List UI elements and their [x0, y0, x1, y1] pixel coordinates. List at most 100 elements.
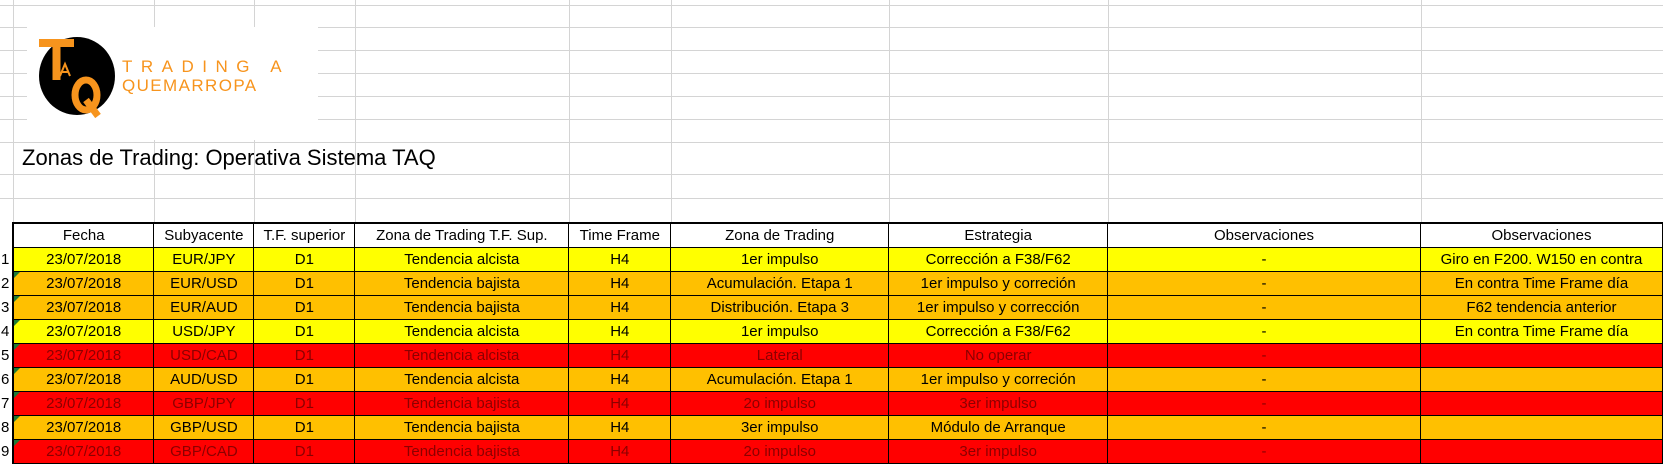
table-cell[interactable]: D1: [253, 271, 356, 296]
table-cell[interactable]: [1419, 415, 1663, 440]
table-cell[interactable]: 1er impulso: [670, 319, 890, 344]
error-indicator-icon[interactable]: [13, 440, 20, 446]
table-cell[interactable]: USD/CAD: [153, 343, 255, 368]
table-cell[interactable]: 2o impulso: [670, 439, 890, 464]
table-cell[interactable]: Tendencia alcista: [354, 367, 570, 392]
table-cell[interactable]: Tendencia bajista: [354, 439, 570, 464]
error-indicator-icon[interactable]: [13, 344, 20, 350]
table-cell[interactable]: EUR/USD: [153, 271, 255, 296]
table-cell[interactable]: GBP/USD: [153, 415, 255, 440]
table-cell[interactable]: -: [1107, 415, 1421, 440]
table-cell[interactable]: 2o impulso: [670, 391, 890, 416]
row-number[interactable]: 2: [0, 271, 14, 296]
table-cell[interactable]: -: [1107, 271, 1421, 296]
column-header[interactable]: Observaciones: [1107, 222, 1421, 248]
table-cell[interactable]: D1: [253, 343, 356, 368]
table-cell[interactable]: D1: [253, 367, 356, 392]
table-cell[interactable]: H4: [568, 415, 672, 440]
table-cell[interactable]: -: [1107, 343, 1421, 368]
table-cell[interactable]: D1: [253, 247, 356, 272]
table-cell[interactable]: H4: [568, 343, 672, 368]
table-cell[interactable]: H4: [568, 391, 672, 416]
table-cell[interactable]: H4: [568, 247, 672, 272]
table-cell[interactable]: [1419, 343, 1663, 368]
table-cell[interactable]: -: [1107, 319, 1421, 344]
row-number[interactable]: [0, 223, 14, 248]
error-indicator-icon[interactable]: [13, 296, 20, 302]
table-cell[interactable]: EUR/AUD: [153, 295, 255, 320]
table-cell[interactable]: -: [1107, 391, 1421, 416]
table-cell[interactable]: 23/07/2018: [12, 271, 155, 296]
table-cell[interactable]: 1er impulso y correción: [888, 271, 1109, 296]
table-cell[interactable]: GBP/JPY: [153, 391, 255, 416]
table-cell[interactable]: 1er impulso y correción: [888, 367, 1109, 392]
table-cell[interactable]: H4: [568, 319, 672, 344]
column-header[interactable]: Time Frame: [568, 222, 672, 248]
row-number[interactable]: 4: [0, 319, 14, 344]
row-number[interactable]: 1: [0, 247, 14, 272]
table-cell[interactable]: 1er impulso: [670, 247, 890, 272]
table-cell[interactable]: Módulo de Arranque: [888, 415, 1109, 440]
sheet-title[interactable]: Zonas de Trading: Operativa Sistema TAQ: [22, 145, 436, 170]
table-cell[interactable]: Acumulación. Etapa 1: [670, 271, 890, 296]
table-cell[interactable]: 1er impulso y corrección: [888, 295, 1109, 320]
table-cell[interactable]: Corrección a F38/F62: [888, 247, 1109, 272]
table-cell[interactable]: Tendencia alcista: [354, 343, 570, 368]
table-cell[interactable]: EUR/JPY: [153, 247, 255, 272]
table-cell[interactable]: D1: [253, 391, 356, 416]
table-cell[interactable]: Lateral: [670, 343, 890, 368]
row-number[interactable]: 3: [0, 295, 14, 320]
row-number[interactable]: 9: [0, 439, 14, 464]
table-cell[interactable]: 3er impulso: [888, 439, 1109, 464]
error-indicator-icon[interactable]: [13, 392, 20, 398]
table-cell[interactable]: AUD/USD: [153, 367, 255, 392]
table-cell[interactable]: USD/JPY: [153, 319, 255, 344]
table-cell[interactable]: 23/07/2018: [12, 415, 155, 440]
table-cell[interactable]: Tendencia bajista: [354, 295, 570, 320]
table-cell[interactable]: [1419, 391, 1663, 416]
table-cell[interactable]: Giro en F200. W150 en contra: [1419, 247, 1663, 272]
table-cell[interactable]: Corrección a F38/F62: [888, 319, 1109, 344]
table-cell[interactable]: 3er impulso: [670, 415, 890, 440]
error-indicator-icon[interactable]: [13, 368, 20, 374]
table-cell[interactable]: H4: [568, 295, 672, 320]
table-cell[interactable]: Acumulación. Etapa 1: [670, 367, 890, 392]
table-cell[interactable]: 23/07/2018: [12, 319, 155, 344]
table-cell[interactable]: Tendencia alcista: [354, 247, 570, 272]
table-cell[interactable]: GBP/CAD: [153, 439, 255, 464]
table-cell[interactable]: Tendencia bajista: [354, 415, 570, 440]
table-cell[interactable]: D1: [253, 439, 356, 464]
table-cell[interactable]: [1419, 439, 1663, 464]
row-number[interactable]: 7: [0, 391, 14, 416]
error-indicator-icon[interactable]: [13, 272, 20, 278]
column-header[interactable]: Zona de Trading T.F. Sup.: [354, 222, 570, 248]
table-cell[interactable]: 23/07/2018: [12, 367, 155, 392]
column-header[interactable]: Subyacente: [153, 222, 255, 248]
table-cell[interactable]: -: [1107, 367, 1421, 392]
column-header[interactable]: Observaciones: [1419, 222, 1663, 248]
error-indicator-icon[interactable]: [13, 320, 20, 326]
table-cell[interactable]: No operar: [888, 343, 1109, 368]
table-cell[interactable]: [1419, 367, 1663, 392]
table-cell[interactable]: En contra Time Frame día: [1419, 271, 1663, 296]
error-indicator-icon[interactable]: [13, 416, 20, 422]
column-header[interactable]: T.F. superior: [253, 222, 356, 248]
row-number[interactable]: 8: [0, 415, 14, 440]
table-cell[interactable]: 23/07/2018: [12, 343, 155, 368]
table-cell[interactable]: 23/07/2018: [12, 391, 155, 416]
column-header[interactable]: Fecha: [12, 222, 155, 248]
table-cell[interactable]: -: [1107, 247, 1421, 272]
table-cell[interactable]: Distribución. Etapa 3: [670, 295, 890, 320]
table-cell[interactable]: 23/07/2018: [12, 439, 155, 464]
table-cell[interactable]: H4: [568, 271, 672, 296]
table-cell[interactable]: D1: [253, 319, 356, 344]
row-number[interactable]: 6: [0, 367, 14, 392]
table-cell[interactable]: 23/07/2018: [12, 295, 155, 320]
table-cell[interactable]: F62 tendencia anterior: [1419, 295, 1663, 320]
table-cell[interactable]: H4: [568, 367, 672, 392]
column-header[interactable]: Estrategia: [888, 222, 1109, 248]
table-cell[interactable]: Tendencia bajista: [354, 391, 570, 416]
column-header[interactable]: Zona de Trading: [670, 222, 890, 248]
table-cell[interactable]: 23/07/2018: [12, 247, 155, 272]
table-cell[interactable]: -: [1107, 439, 1421, 464]
